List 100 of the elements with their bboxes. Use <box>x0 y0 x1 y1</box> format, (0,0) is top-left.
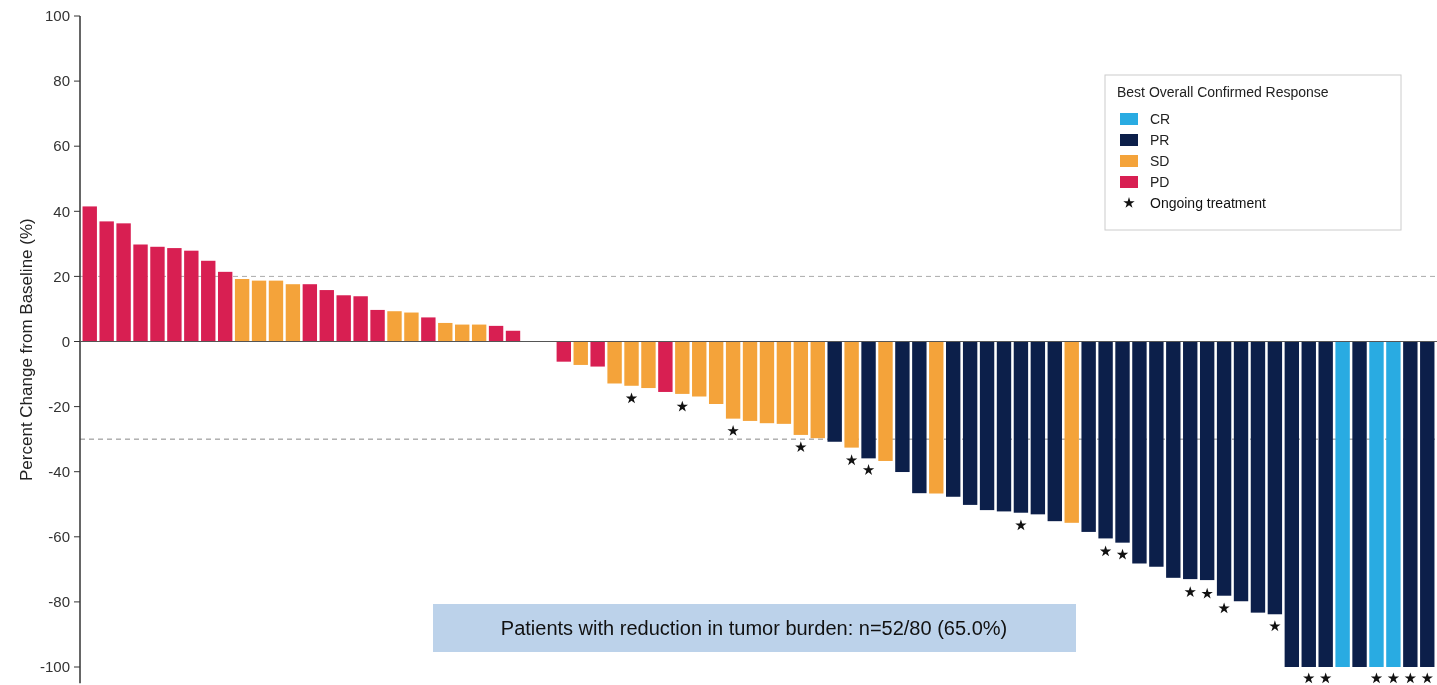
legend-label: SD <box>1150 152 1170 169</box>
legend-label: PR <box>1150 131 1170 148</box>
bar <box>1115 341 1130 543</box>
point <box>1320 672 1332 684</box>
bar <box>556 341 571 362</box>
bar <box>1216 341 1232 596</box>
bar <box>82 206 97 342</box>
bar <box>116 223 131 342</box>
bar <box>1403 341 1418 667</box>
bar <box>962 341 978 505</box>
bar <box>1149 341 1164 567</box>
bar <box>692 341 707 397</box>
bar <box>776 341 792 424</box>
bar <box>725 341 741 419</box>
bar <box>438 322 453 342</box>
legend-label: Ongoing treatment <box>1150 194 1267 211</box>
point <box>795 441 807 453</box>
y-tick-label: -40 <box>48 462 70 480</box>
bar <box>455 324 470 342</box>
point <box>862 464 875 475</box>
bar <box>607 341 622 384</box>
point <box>1370 672 1383 684</box>
bar <box>641 341 656 389</box>
bar <box>996 341 1012 512</box>
bar <box>217 271 233 342</box>
bar <box>793 341 809 435</box>
bar <box>421 317 436 342</box>
y-tick-label: 20 <box>53 267 70 285</box>
y-tick-label: 0 <box>61 332 70 350</box>
bar <box>1284 341 1300 667</box>
bar <box>912 341 927 494</box>
bar <box>167 248 182 342</box>
bar <box>370 309 385 342</box>
bar <box>878 341 893 461</box>
point <box>1303 672 1315 684</box>
bar <box>1098 341 1113 539</box>
bar <box>895 341 910 473</box>
bar <box>675 341 690 394</box>
bar <box>201 260 216 342</box>
bar <box>742 341 758 421</box>
bar <box>1030 341 1046 515</box>
bar <box>658 341 673 392</box>
bar <box>590 341 605 367</box>
bar <box>1267 341 1283 615</box>
bar <box>184 250 199 342</box>
bar <box>1166 341 1181 578</box>
bar <box>387 311 402 342</box>
bar <box>353 296 368 342</box>
y-tick-label: -80 <box>48 593 70 611</box>
bar <box>979 341 995 511</box>
bar <box>302 284 318 342</box>
bar <box>1352 341 1367 667</box>
bar <box>708 341 724 404</box>
y-axis-title: Percent Change from Baseline (%) <box>17 218 36 481</box>
legend-label: CR <box>1150 110 1171 127</box>
bar <box>336 295 351 342</box>
bar <box>150 246 165 342</box>
bar <box>234 279 250 342</box>
bar <box>827 341 842 442</box>
bar <box>285 284 301 342</box>
point <box>1116 548 1129 560</box>
bar <box>319 290 334 342</box>
y-tick-label: 80 <box>53 72 70 90</box>
y-tick-label: 40 <box>53 202 70 220</box>
bar <box>471 324 487 342</box>
bar <box>488 325 504 342</box>
bar <box>1132 341 1147 564</box>
bar <box>844 341 859 448</box>
legend-title: Best Overall Confirmed Response <box>1117 84 1329 100</box>
point <box>676 400 688 412</box>
point <box>1201 587 1213 599</box>
bar <box>1199 341 1215 581</box>
bar <box>268 280 284 342</box>
bar <box>1335 341 1350 667</box>
bar <box>1064 341 1079 523</box>
y-tick-label: -20 <box>48 397 70 415</box>
bar <box>99 221 114 342</box>
bar <box>1318 341 1333 667</box>
point <box>1421 672 1433 684</box>
point <box>727 425 739 436</box>
bar <box>624 341 639 386</box>
annotation: Patients with reduction in tumor burden: n=52/80 (65.0%) <box>500 617 1008 639</box>
y-tick-label: -60 <box>48 528 70 546</box>
bar <box>1081 341 1096 532</box>
point <box>625 392 638 404</box>
point <box>1269 620 1281 632</box>
y-tick-label: 100 <box>44 7 70 25</box>
bar <box>133 244 148 342</box>
y-tick-label: -100 <box>39 658 70 676</box>
bar <box>1250 341 1266 613</box>
bar <box>505 330 521 342</box>
bar <box>1386 341 1401 667</box>
bar <box>861 341 876 459</box>
bar <box>251 280 267 342</box>
point <box>1099 545 1112 557</box>
bar <box>1420 341 1435 667</box>
point <box>1387 672 1400 684</box>
bar <box>1301 341 1316 667</box>
bar <box>759 341 775 424</box>
legend-label: PD <box>1150 173 1170 190</box>
